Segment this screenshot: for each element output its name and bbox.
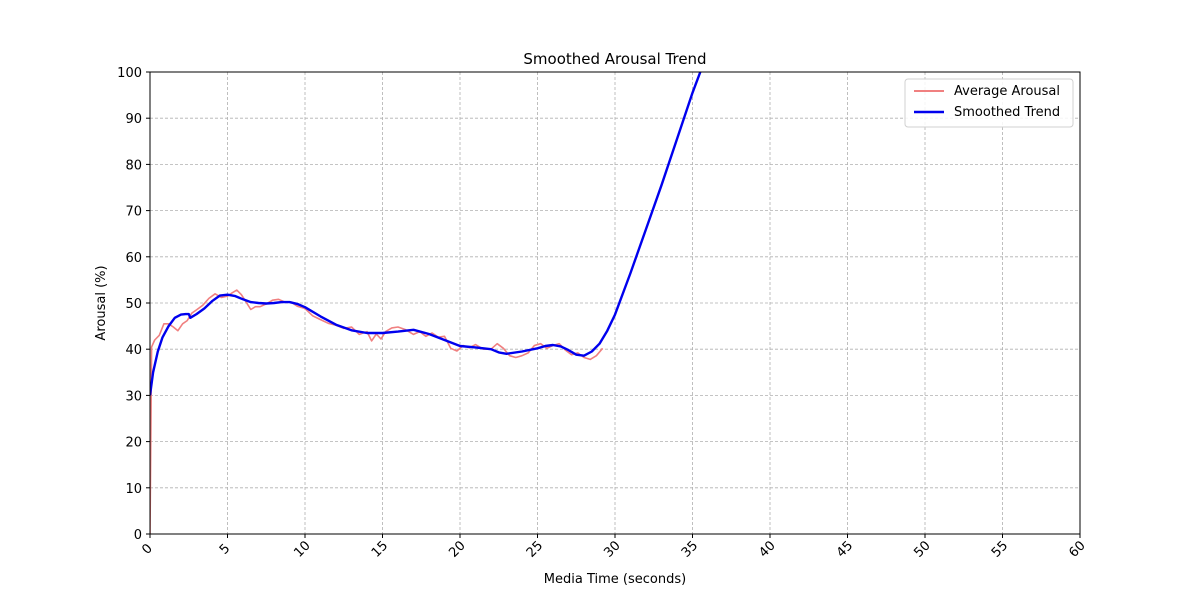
x-axis-title: Media Time (seconds) — [544, 572, 686, 587]
legend-label-smoothed-trend: Smoothed Trend — [954, 105, 1060, 120]
x-tick-label: 40 — [756, 538, 778, 560]
x-tick-label: 0 — [139, 541, 155, 557]
y-tick-label: 100 — [117, 66, 142, 81]
y-tick-label: 80 — [125, 158, 142, 173]
chart-title: Smoothed Arousal Trend — [523, 50, 706, 68]
series-line-average-arousal — [150, 289, 604, 534]
x-tick-label: 25 — [524, 538, 546, 560]
x-tick-label: 55 — [989, 538, 1011, 560]
x-tick-label: 30 — [601, 538, 623, 560]
y-tick-label: 30 — [125, 389, 142, 404]
series-lines — [150, 72, 702, 534]
x-tick-label: 10 — [291, 538, 313, 560]
y-axis-ticks: 0 10 20 30 40 50 60 70 80 90 100 — [117, 66, 150, 543]
y-tick-label: 0 — [134, 528, 142, 543]
series-line-smoothed-trend — [150, 72, 702, 396]
y-tick-label: 40 — [125, 343, 142, 358]
x-tick-label: 50 — [911, 538, 933, 560]
legend-box — [904, 78, 1074, 128]
x-axis-ticks: 0 5 10 15 20 25 30 35 40 45 50 55 60 — [139, 534, 1089, 561]
x-tick-label: 20 — [446, 538, 468, 560]
y-axis-title: Arousal (%) — [94, 265, 109, 340]
x-tick-label: 35 — [679, 538, 701, 560]
y-tick-label: 90 — [125, 112, 142, 127]
x-tick-label: 5 — [217, 541, 233, 557]
y-tick-label: 60 — [125, 251, 142, 266]
y-tick-label: 10 — [125, 482, 142, 497]
legend: Average Arousal Smoothed Trend — [904, 78, 1074, 128]
x-tick-label: 15 — [369, 538, 391, 560]
legend-label-average-arousal: Average Arousal — [954, 84, 1060, 99]
y-tick-label: 50 — [125, 297, 142, 312]
y-tick-label: 20 — [125, 436, 142, 451]
x-tick-label: 60 — [1066, 538, 1088, 560]
y-tick-label: 70 — [125, 205, 142, 220]
x-tick-label: 45 — [834, 538, 856, 560]
